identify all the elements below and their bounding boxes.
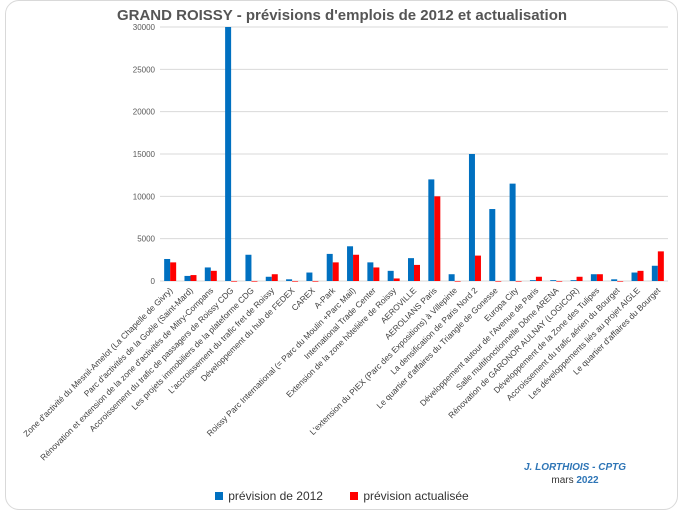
bar-actualisee-13 — [434, 196, 441, 281]
bar-actualisee-17 — [515, 281, 522, 282]
bar-2012-11 — [387, 270, 394, 281]
bar-actualisee-22 — [617, 281, 624, 282]
bar-2012-23 — [631, 272, 638, 281]
bar-2012-2 — [204, 267, 211, 281]
bar-actualisee-9 — [353, 254, 360, 281]
legend-label-actualisee: prévision actualisée — [363, 489, 469, 503]
credit-block: J. LORTHIOIS - CPTG mars 2022 — [520, 461, 630, 487]
bar-2012-16 — [489, 209, 496, 281]
grid-lines — [160, 26, 668, 282]
bar-2012-9 — [347, 246, 354, 281]
bar-actualisee-18 — [535, 276, 542, 281]
y-tick-label: 30000 — [133, 23, 156, 32]
bar-actualisee-4 — [251, 281, 258, 282]
bar-actualisee-0 — [170, 262, 177, 281]
bar-2012-0 — [164, 258, 171, 281]
bar-actualisee-5 — [271, 274, 278, 281]
bar-2012-7 — [306, 272, 313, 281]
bar-actualisee-20 — [576, 276, 583, 281]
bar-actualisee-10 — [373, 267, 380, 281]
bar-2012-12 — [408, 258, 414, 281]
bar-2012-20 — [570, 280, 577, 281]
bar-2012-8 — [326, 253, 333, 281]
bar-2012-19 — [550, 280, 557, 281]
bar-2012-1 — [184, 275, 191, 281]
bar-2012-4 — [245, 254, 252, 281]
bar-2012-17 — [509, 183, 516, 281]
x-axis: Zone d'activité du Mesnil-Amelot (La Cha… — [21, 285, 663, 463]
legend-item-actualisee: prévision actualisée — [350, 489, 469, 503]
bar-2012-15 — [468, 154, 475, 281]
credit-date: mars 2022 — [520, 474, 630, 487]
bar-actualisee-15 — [474, 255, 481, 281]
bar-actualisee-12 — [414, 264, 420, 281]
bars — [164, 27, 664, 282]
x-tick-label: Accroissement du trafic de passagers de … — [87, 285, 235, 433]
bar-2012-6 — [286, 279, 293, 281]
bar-actualisee-2 — [210, 270, 217, 281]
legend-label-2012: prévision de 2012 — [228, 489, 323, 503]
legend-item-2012: prévision de 2012 — [215, 489, 323, 503]
bar-actualisee-19 — [556, 281, 563, 282]
bar-actualisee-24 — [657, 251, 664, 281]
bar-actualisee-21 — [596, 274, 603, 281]
bar-actualisee-7 — [312, 281, 319, 282]
credit-date-prefix: mars — [551, 475, 574, 486]
bar-actualisee-6 — [292, 281, 299, 282]
y-tick-label: 5000 — [137, 235, 155, 244]
y-tick-label: 10000 — [133, 192, 156, 201]
bar-2012-22 — [611, 279, 618, 281]
legend-swatch-actualisee — [350, 492, 359, 500]
bar-actualisee-14 — [454, 281, 461, 282]
bar-2012-13 — [428, 179, 435, 281]
x-tick-label: CAREX — [289, 285, 317, 313]
bar-2012-24 — [651, 265, 658, 281]
chart-frame — [5, 0, 678, 510]
bar-2012-18 — [529, 280, 536, 281]
chart-legend: prévision de 2012 prévision actualisée — [0, 489, 684, 503]
credit-author: J. LORTHIOIS - CPTG — [523, 462, 627, 473]
chart-title: GRAND ROISSY - prévisions d'emplois de 2… — [116, 7, 568, 24]
bar-actualisee-3 — [231, 281, 238, 282]
bar-actualisee-1 — [190, 275, 197, 281]
bar-actualisee-23 — [637, 270, 644, 281]
y-tick-label: 15000 — [133, 150, 156, 159]
bar-2012-21 — [590, 274, 597, 281]
y-tick-label: 20000 — [133, 108, 156, 117]
y-tick-label: 25000 — [133, 65, 156, 74]
bar-2012-14 — [448, 274, 455, 281]
bar-2012-5 — [265, 276, 272, 281]
bar-2012-3 — [225, 27, 232, 281]
bar-actualisee-16 — [495, 281, 502, 282]
bar-actualisee-11 — [393, 278, 400, 281]
bar-actualisee-8 — [332, 262, 339, 281]
legend-swatch-2012 — [215, 492, 224, 500]
y-axis: 0 5000 10000 15000 20000 25000 30000 — [133, 23, 156, 286]
y-tick-label: 0 — [151, 277, 156, 286]
bar-2012-10 — [367, 262, 374, 281]
credit-date-year: 2022 — [576, 475, 599, 486]
